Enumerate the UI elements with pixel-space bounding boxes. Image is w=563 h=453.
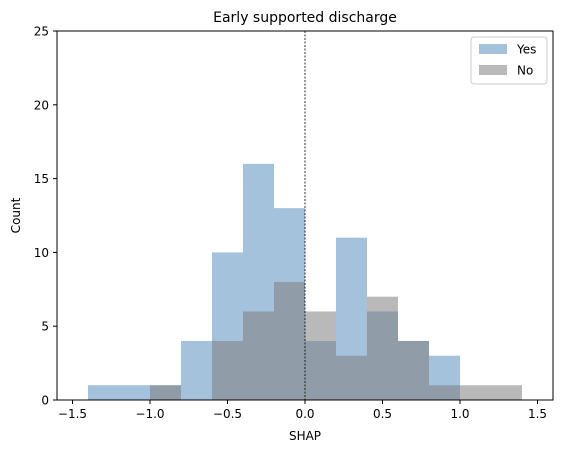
bar-yes-3 [181, 340, 212, 400]
bar-no-10 [460, 385, 491, 400]
bar-no-0 [150, 385, 181, 400]
y-axis-ticks: 0 5 10 15 20 25 [34, 25, 57, 408]
legend-label-no: No [517, 64, 533, 78]
bar-no-5 [305, 311, 336, 400]
bar-no-6 [336, 355, 367, 400]
bar-no-11 [491, 385, 522, 400]
bar-yes-1 [119, 385, 150, 400]
y-tick-label: 20 [34, 98, 49, 112]
bar-no-3 [243, 311, 274, 400]
y-tick-label: 25 [34, 25, 49, 39]
bar-no-7 [367, 296, 398, 400]
bar-no-9 [429, 385, 460, 400]
y-axis-label: Count [9, 197, 23, 233]
legend: Yes No [470, 36, 548, 85]
x-axis-ticks: −1.5 −1.0 −0.5 0.0 0.5 1.0 1.5 [58, 400, 547, 421]
bars-layer [88, 163, 522, 400]
bar-no-2 [212, 340, 243, 400]
y-tick-label: 5 [41, 320, 49, 334]
x-tick-label: 1.5 [528, 407, 547, 421]
y-tick-label: 15 [34, 172, 49, 186]
x-axis-label: SHAP [289, 429, 321, 443]
x-tick-label: −1.0 [135, 407, 164, 421]
x-tick-label: 0.0 [295, 407, 314, 421]
legend-swatch-yes [479, 44, 507, 54]
x-tick-label: 1.0 [450, 407, 469, 421]
x-tick-label: −1.5 [58, 407, 87, 421]
x-tick-label: −0.5 [213, 407, 242, 421]
chart-title: Early supported discharge [213, 10, 397, 26]
bar-no-8 [398, 340, 429, 400]
bar-no-4 [274, 281, 305, 400]
legend-label-yes: Yes [516, 43, 536, 57]
legend-swatch-no [479, 65, 507, 75]
y-tick-label: 0 [41, 394, 49, 408]
x-tick-label: 0.5 [373, 407, 392, 421]
y-tick-label: 10 [34, 246, 49, 260]
bar-yes-0 [88, 385, 119, 400]
